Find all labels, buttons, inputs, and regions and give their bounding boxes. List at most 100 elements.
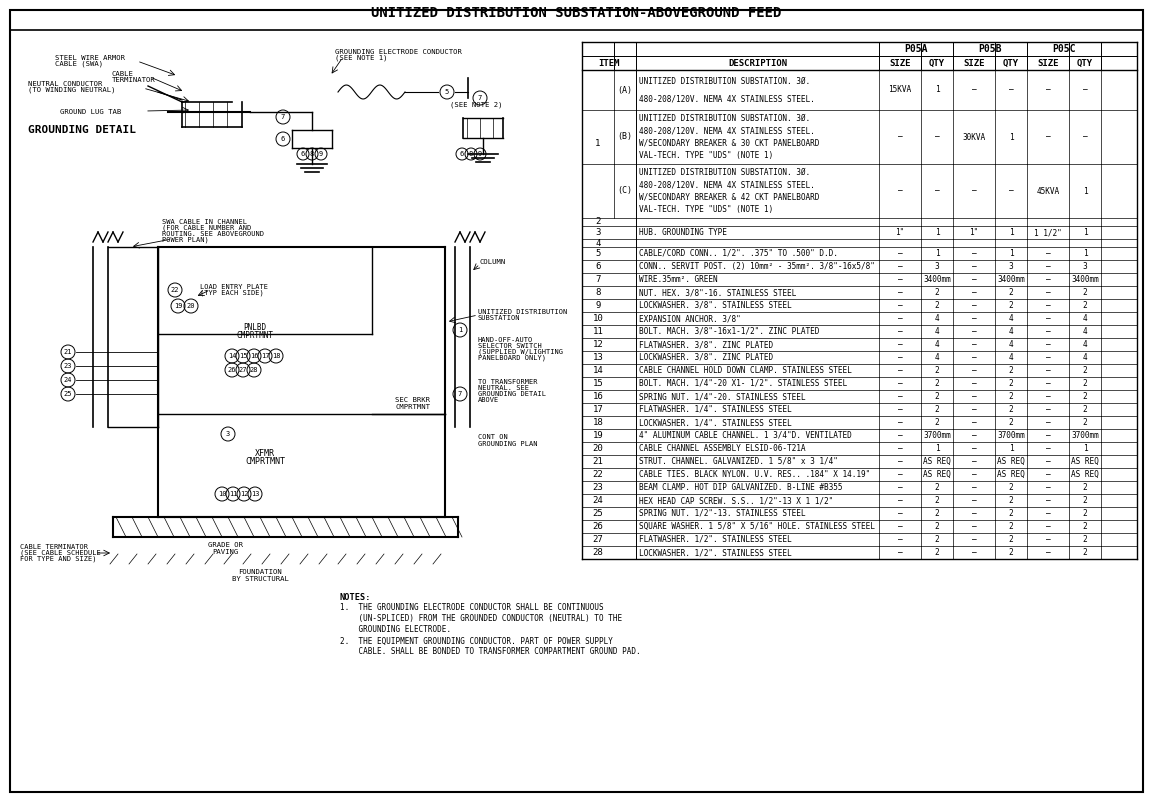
Text: CABLE. SHALL BE BONDED TO TRANSFORMER COMPARTMENT GROUND PAD.: CABLE. SHALL BE BONDED TO TRANSFORMER CO…	[340, 647, 641, 657]
Text: XFMR: XFMR	[255, 449, 276, 459]
Text: 20: 20	[593, 444, 603, 453]
Text: —: —	[1046, 288, 1050, 297]
Text: 14: 14	[228, 353, 236, 359]
Text: 7: 7	[458, 391, 462, 397]
Text: —: —	[898, 366, 903, 375]
Text: 2: 2	[935, 366, 940, 375]
Text: FOUNDATION: FOUNDATION	[239, 569, 281, 575]
Text: SQUARE WASHER. 1 5/8" X 5/16" HOLE. STAINLESS STEEL: SQUARE WASHER. 1 5/8" X 5/16" HOLE. STAI…	[639, 522, 875, 531]
Text: SPRING NUT. 1/4"-20. STAINLESS STEEL: SPRING NUT. 1/4"-20. STAINLESS STEEL	[639, 392, 806, 401]
Text: 13: 13	[250, 491, 259, 497]
Text: 2: 2	[1083, 366, 1087, 375]
Text: SUBSTATION: SUBSTATION	[478, 315, 520, 321]
Text: 7: 7	[595, 275, 601, 284]
Text: QTY: QTY	[929, 59, 945, 67]
Text: 30KVA: 30KVA	[963, 132, 986, 141]
Text: —: —	[972, 262, 977, 271]
Text: –: –	[1009, 187, 1013, 196]
Text: LOCKWASHER. 1/2". STAINLESS STEEL: LOCKWASHER. 1/2". STAINLESS STEEL	[639, 548, 792, 557]
Text: 2: 2	[1009, 301, 1013, 310]
Text: 2: 2	[935, 392, 940, 401]
Text: CABLE TIES. BLACK NYLON. U.V. RES.. .184" X 14.19": CABLE TIES. BLACK NYLON. U.V. RES.. .184…	[639, 470, 871, 479]
Text: 2: 2	[1009, 379, 1013, 388]
Text: —: —	[898, 470, 903, 479]
Text: —: —	[972, 457, 977, 466]
Text: 2: 2	[1009, 496, 1013, 505]
Text: 4: 4	[935, 340, 940, 349]
Text: —: —	[972, 301, 977, 310]
Text: —: —	[1046, 392, 1050, 401]
Text: 2: 2	[1083, 496, 1087, 505]
Text: —: —	[972, 275, 977, 284]
Text: 24: 24	[63, 377, 73, 383]
Text: LOCKWASHER. 3/8". ZINC PLATED: LOCKWASHER. 3/8". ZINC PLATED	[639, 353, 774, 362]
Text: SEC BRKR: SEC BRKR	[395, 397, 430, 403]
Text: —: —	[1046, 353, 1050, 362]
Text: (TYP EACH SIDE): (TYP EACH SIDE)	[199, 290, 264, 296]
Text: 1: 1	[935, 249, 940, 258]
Text: —: —	[972, 522, 977, 531]
Text: —: —	[972, 418, 977, 427]
Text: AS REQ: AS REQ	[997, 470, 1025, 479]
Text: COLUMN: COLUMN	[480, 259, 506, 265]
Text: 28: 28	[593, 548, 603, 557]
Text: CONN.. SERVIT POST. (2) 10mm² - 35mm². 3/8"-16x5/8": CONN.. SERVIT POST. (2) 10mm² - 35mm². 3…	[639, 262, 875, 271]
Text: 2: 2	[1083, 392, 1087, 401]
Text: FLATWASHER. 1/4". STAINLESS STEEL: FLATWASHER. 1/4". STAINLESS STEEL	[639, 405, 792, 414]
Text: —: —	[1046, 301, 1050, 310]
Text: —: —	[972, 496, 977, 505]
Text: —: —	[898, 353, 903, 362]
Text: P05B: P05B	[978, 44, 1002, 54]
Text: PANELBOARD ONLY): PANELBOARD ONLY)	[478, 354, 547, 361]
Text: 15KVA: 15KVA	[889, 86, 912, 95]
Text: —: —	[972, 509, 977, 518]
Text: —: —	[1046, 418, 1050, 427]
Text: —: —	[1046, 249, 1050, 258]
Text: –: –	[1083, 132, 1087, 141]
Text: 4: 4	[1009, 340, 1013, 349]
Text: DESCRIPTION: DESCRIPTION	[728, 59, 787, 67]
Text: 2: 2	[1083, 522, 1087, 531]
Text: 5: 5	[445, 89, 450, 95]
Text: 11: 11	[228, 491, 238, 497]
Text: 2: 2	[935, 535, 940, 544]
Text: BY STRUCTURAL: BY STRUCTURAL	[232, 576, 288, 582]
Text: 4: 4	[1083, 340, 1087, 349]
Text: SWA CABLE IN CHANNEL: SWA CABLE IN CHANNEL	[163, 219, 247, 225]
Text: TO TRANSFORMER: TO TRANSFORMER	[478, 379, 537, 385]
Text: 4: 4	[1083, 353, 1087, 362]
Text: GROUNDING DETAIL: GROUNDING DETAIL	[478, 391, 547, 397]
Text: 1 1/2": 1 1/2"	[1034, 228, 1062, 237]
Text: 2: 2	[1009, 509, 1013, 518]
Text: VAL-TECH. TYPE "UDS" (NOTE 1): VAL-TECH. TYPE "UDS" (NOTE 1)	[639, 152, 774, 160]
Text: –: –	[935, 132, 940, 141]
Text: 9: 9	[595, 301, 601, 310]
Text: UNITIZED DISTRIBUTION SUBSTATION-ABOVEGROUND FEED: UNITIZED DISTRIBUTION SUBSTATION-ABOVEGR…	[371, 6, 782, 20]
Text: —: —	[898, 444, 903, 453]
Text: —: —	[972, 548, 977, 557]
Text: 1: 1	[1009, 132, 1013, 141]
Text: 4: 4	[1009, 314, 1013, 323]
Text: —: —	[1046, 379, 1050, 388]
Text: 24: 24	[593, 496, 603, 505]
Text: WIRE.35mm². GREEN: WIRE.35mm². GREEN	[639, 275, 717, 284]
Text: CABLE/CORD CONN.. 1/2". .375" TO .500" D.D.: CABLE/CORD CONN.. 1/2". .375" TO .500" D…	[639, 249, 838, 258]
Text: 4: 4	[935, 353, 940, 362]
Text: —: —	[1046, 496, 1050, 505]
Text: –: –	[972, 187, 977, 196]
Text: 2: 2	[1009, 548, 1013, 557]
Text: 26: 26	[228, 367, 236, 373]
Text: SELECTOR SWITCH: SELECTOR SWITCH	[478, 343, 542, 349]
Text: 10: 10	[218, 491, 226, 497]
Text: 12: 12	[240, 491, 248, 497]
Text: 2: 2	[1083, 418, 1087, 427]
Text: 20: 20	[187, 303, 195, 309]
Text: QTY: QTY	[1077, 59, 1093, 67]
Text: PNLBD: PNLBD	[243, 323, 266, 333]
Text: —: —	[972, 444, 977, 453]
Text: –: –	[1046, 86, 1050, 95]
Text: –: –	[972, 86, 977, 95]
Text: —: —	[972, 431, 977, 440]
Text: 4: 4	[935, 314, 940, 323]
Text: (SEE NOTE 1): (SEE NOTE 1)	[336, 55, 387, 61]
